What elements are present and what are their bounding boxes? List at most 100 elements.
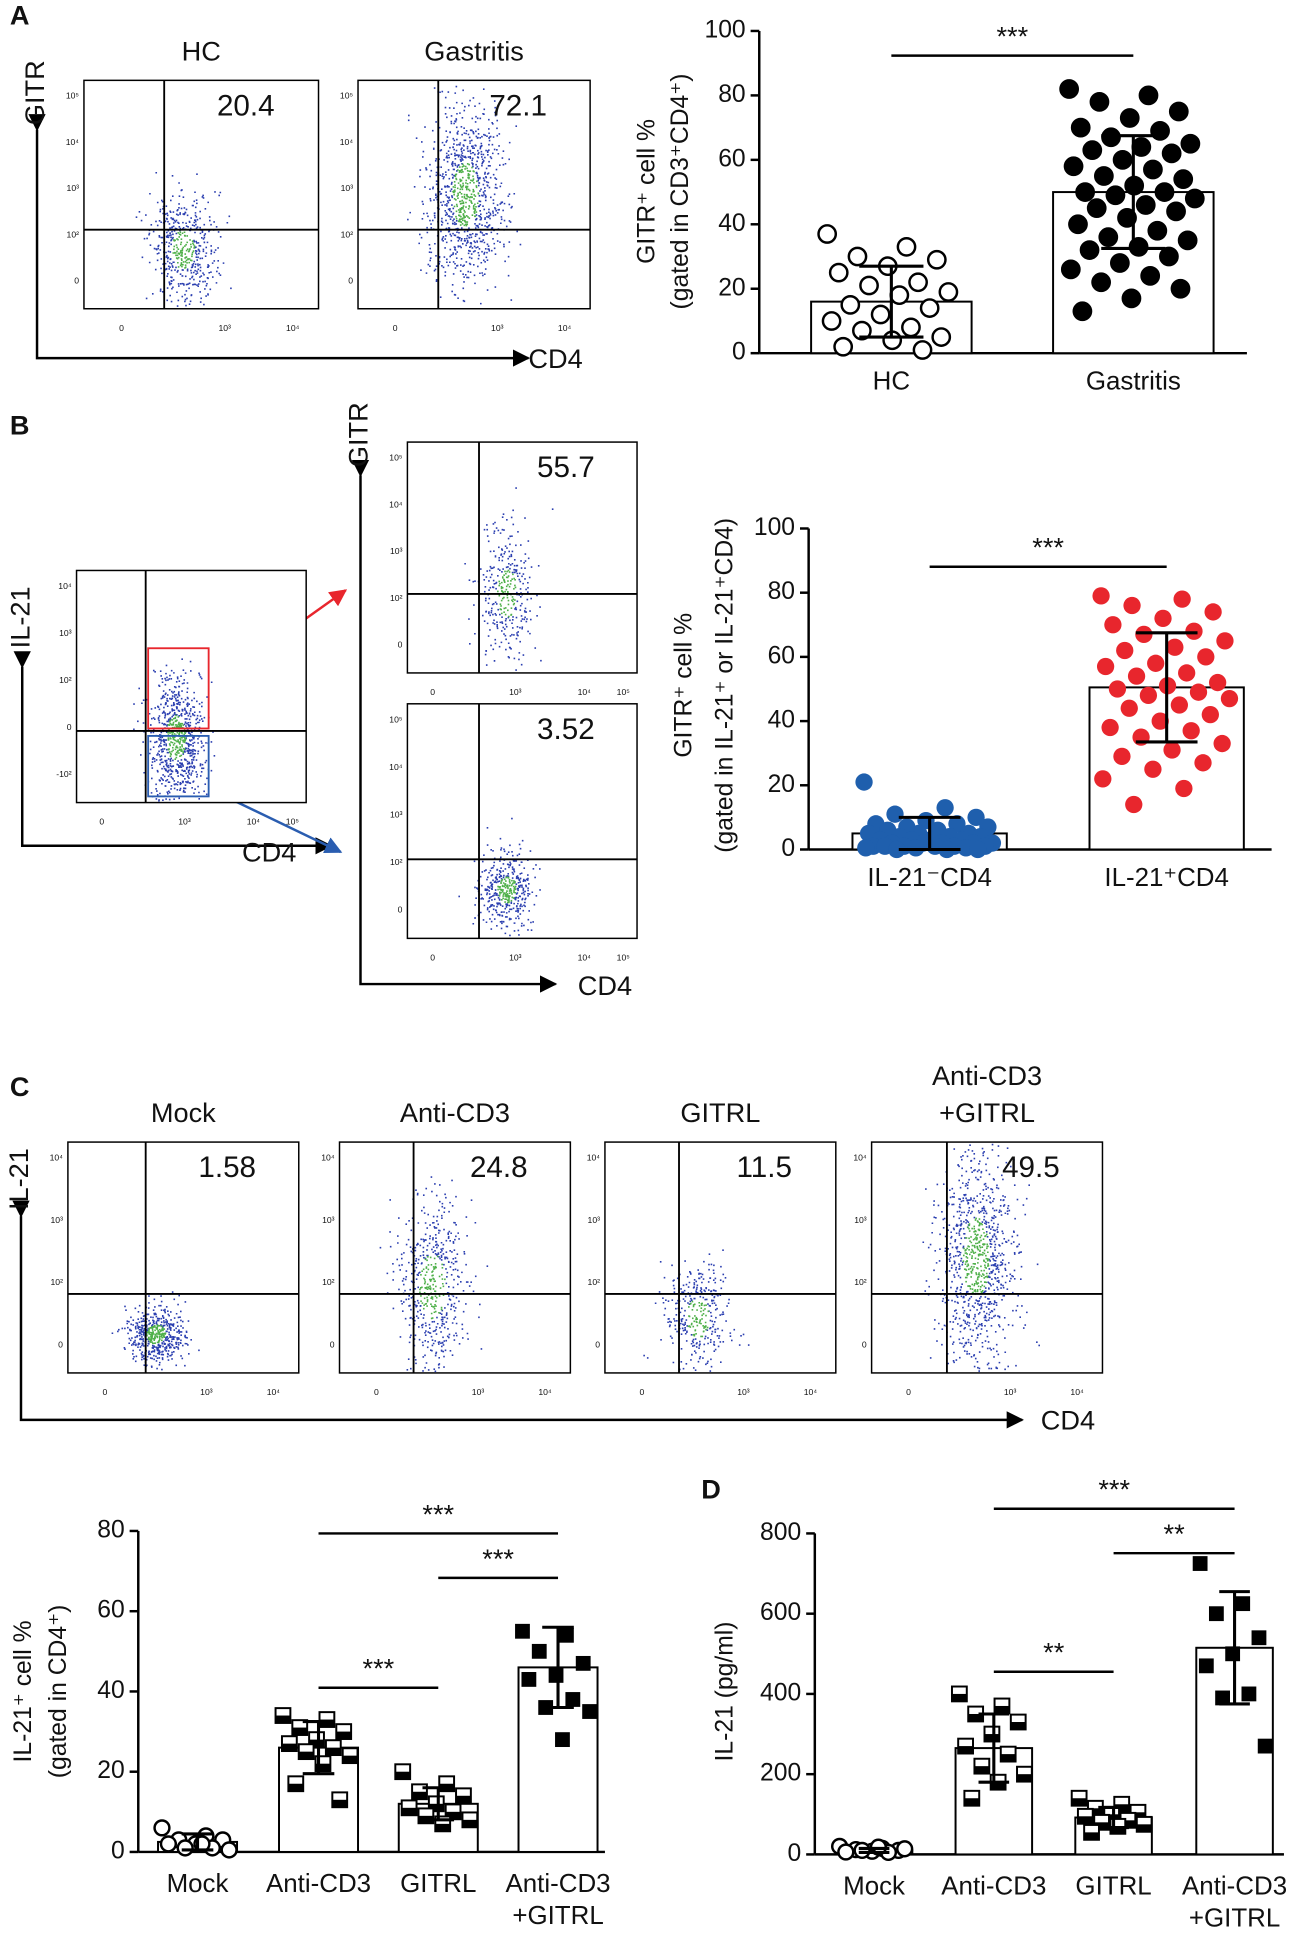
- flow-y-axis-label: GITR: [343, 402, 374, 467]
- flow-x-tick-label: 0: [430, 952, 435, 962]
- data-point: [521, 1672, 537, 1687]
- significance-label: ***: [996, 21, 1028, 52]
- flow-y-tick-label: 10²: [67, 229, 80, 239]
- data-point: [394, 1763, 412, 1781]
- y-tick-label: 40: [768, 707, 795, 734]
- data-point: [287, 1775, 305, 1793]
- data-point: [857, 839, 875, 857]
- data-point: [870, 304, 891, 325]
- flow-x-tick-label: 0: [102, 1387, 107, 1397]
- data-point-bottom: [428, 1803, 444, 1812]
- data-point: [1101, 127, 1121, 148]
- data-point: [297, 1743, 315, 1761]
- data-point: [1096, 657, 1115, 676]
- data-point: [1117, 207, 1137, 228]
- x-tick-label: +GITRL: [1189, 1905, 1280, 1933]
- flow-y-tick-label: 10⁴: [66, 137, 80, 147]
- data-point: [1098, 227, 1119, 248]
- flow-title: GITRL: [680, 1097, 760, 1128]
- data-point-bottom: [309, 1739, 324, 1748]
- data-point: [1093, 166, 1114, 186]
- data-point-bottom: [974, 1766, 990, 1774]
- data-point: [993, 1697, 1011, 1715]
- flow-x-tick-label: 10⁵: [286, 817, 300, 827]
- flow-y-tick-label: 0: [398, 905, 403, 915]
- data-point: [280, 1735, 298, 1753]
- x-tick-label: Anti-CD3: [1182, 1873, 1287, 1901]
- flow-y-tick-label: 10³: [390, 546, 403, 556]
- flow-title: Anti-CD3: [400, 1097, 510, 1128]
- data-point: [1104, 616, 1122, 634]
- flow-y-tick-label: 0: [862, 1340, 867, 1350]
- data-point: [1086, 198, 1107, 219]
- data-point: [1127, 667, 1146, 685]
- data-point: [1178, 664, 1196, 682]
- flow-y-tick-label: 0: [330, 1340, 335, 1350]
- panel-label: C: [10, 1071, 30, 1102]
- y-tick-label: 80: [718, 81, 745, 108]
- data-point: [1135, 625, 1153, 644]
- data-point: [331, 1791, 349, 1809]
- flow-y-tick-label: 10⁴: [58, 581, 72, 591]
- data-point: [908, 272, 928, 293]
- data-point: [575, 1655, 591, 1671]
- data-point-bottom: [288, 1783, 304, 1792]
- data-point: [896, 236, 917, 257]
- data-point-bottom: [325, 1747, 341, 1756]
- data-point-bottom: [984, 1734, 1000, 1742]
- y-tick-label: 40: [97, 1677, 124, 1704]
- flow-dots-dense: [687, 1300, 710, 1338]
- data-point-bottom: [1110, 1826, 1126, 1834]
- x-tick-label: Mock: [843, 1873, 905, 1901]
- flow-dots-dense: [419, 1255, 446, 1320]
- data-point: [318, 1711, 336, 1728]
- data-point-bottom: [292, 1727, 308, 1735]
- data-point: [1131, 137, 1152, 157]
- data-point-bottom: [281, 1743, 297, 1752]
- data-point: [1216, 632, 1234, 650]
- data-point: [1101, 718, 1119, 737]
- data-point: [1089, 91, 1110, 112]
- flow-y-tick-label: 10²: [322, 1277, 335, 1287]
- data-point: [1112, 149, 1133, 170]
- data-point: [1241, 1686, 1257, 1702]
- data-point: [1163, 741, 1181, 759]
- flow-x-tick-label: 0: [430, 687, 435, 697]
- data-point-bottom: [968, 1713, 984, 1722]
- flow-title: +GITRL: [939, 1097, 1035, 1128]
- data-point: [1170, 278, 1191, 299]
- flow-x-tick-label: 0: [393, 323, 398, 333]
- data-point: [1161, 143, 1182, 164]
- y-tick-label: 800: [760, 1519, 801, 1546]
- data-point-bottom: [342, 1755, 358, 1764]
- data-point-bottom: [1136, 1824, 1152, 1832]
- significance-label: **: [1043, 1637, 1065, 1668]
- gate-positive: [147, 647, 210, 730]
- flow-x-tick-label: 10³: [472, 1387, 485, 1397]
- flow-x-tick-label: 0: [374, 1387, 379, 1397]
- data-point: [1140, 265, 1161, 286]
- flow-y-tick-label: 10²: [341, 229, 354, 239]
- data-point: [1072, 301, 1093, 322]
- significance-label: ***: [482, 1543, 514, 1574]
- y-tick-label: 0: [111, 1837, 125, 1864]
- flow-x-tick-label: 0: [639, 1387, 644, 1397]
- data-point: [515, 1623, 530, 1639]
- quadrant-percent: 20.4: [217, 89, 275, 122]
- flow-y-tick-label: 0: [58, 1340, 63, 1350]
- flow-y-axis-label: IL-21: [4, 586, 35, 648]
- data-point: [1083, 1823, 1100, 1841]
- data-point-bottom: [958, 1746, 974, 1754]
- data-point: [565, 1692, 581, 1707]
- x-tick-label: Gastritis: [1086, 368, 1181, 396]
- data-point: [828, 262, 849, 283]
- data-point: [1159, 246, 1179, 267]
- flow-x-tick-label: 0: [119, 323, 124, 333]
- data-point: [461, 1811, 479, 1829]
- significance-label: ***: [363, 1653, 395, 1684]
- flow-y-tick-label: 10⁴: [50, 1153, 64, 1163]
- data-point: [1116, 641, 1134, 660]
- data-point: [159, 1835, 178, 1853]
- y-axis-label: (gated in CD3⁺CD4⁺): [667, 73, 694, 309]
- quadrant-percent: 1.58: [198, 1151, 256, 1184]
